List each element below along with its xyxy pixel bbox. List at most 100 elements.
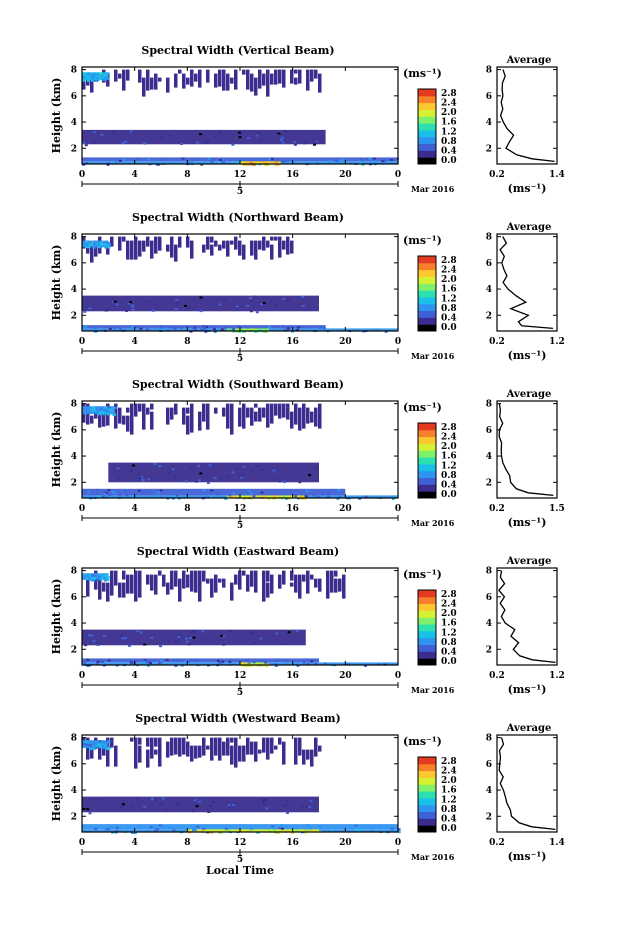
heatmap-cell xyxy=(222,77,226,91)
heatmap-cell xyxy=(283,130,287,133)
heatmap-cell xyxy=(88,812,92,815)
y-tick-label: 4 xyxy=(71,786,77,796)
heatmap-cell xyxy=(290,582,294,587)
heatmap-cell xyxy=(314,578,318,588)
heatmap-cell xyxy=(212,157,216,160)
heatmap-cell xyxy=(91,579,95,582)
heatmap-cell xyxy=(207,157,211,160)
colorbar-band xyxy=(418,283,436,291)
heatmap-cell xyxy=(94,578,98,583)
y-tick-label: 4 xyxy=(71,285,77,295)
heatmap-cell xyxy=(158,570,162,576)
heatmap-cell xyxy=(129,130,133,133)
heatmap-cell xyxy=(107,406,111,409)
colorbar-tick-label: 1.6 xyxy=(441,118,457,128)
heatmap-cell xyxy=(302,661,306,664)
profile-x-tick-label: 1.4 xyxy=(549,170,565,180)
heatmap-cell xyxy=(131,308,135,311)
heatmap-cell xyxy=(226,741,230,754)
heatmap-cell xyxy=(82,743,86,746)
heatmap-cell xyxy=(134,749,138,769)
heatmap-cell xyxy=(220,160,223,163)
heatmap-cell xyxy=(369,161,373,164)
heatmap-cell xyxy=(129,661,133,664)
heatmap-cell xyxy=(99,745,102,748)
heatmap-cell xyxy=(368,157,372,160)
heatmap-cell xyxy=(246,578,250,592)
heatmap-cell xyxy=(275,329,279,332)
heatmap-cell xyxy=(229,630,233,633)
heatmap-cell xyxy=(86,658,90,661)
heatmap-cell xyxy=(130,578,134,583)
heatmap-cell xyxy=(106,244,110,255)
heatmap-cell xyxy=(118,159,122,162)
heatmap-cell xyxy=(190,570,194,584)
heatmap-cell xyxy=(294,411,298,425)
x-tick-label: 4 xyxy=(132,838,138,848)
heatmap-cell xyxy=(266,582,270,598)
colorbar-tick-label: 2.0 xyxy=(441,609,457,619)
colorbar-band xyxy=(418,596,436,605)
heatmap-cell xyxy=(174,570,178,587)
heatmap-cell xyxy=(263,163,267,166)
heatmap-cell xyxy=(295,662,299,664)
heatmap-cell xyxy=(150,415,154,430)
heatmap-cell xyxy=(93,326,97,329)
heatmap-cell xyxy=(258,327,262,330)
heatmap-cell xyxy=(98,740,102,743)
heatmap-cell xyxy=(140,476,144,479)
profile-y-tick-label: 8 xyxy=(486,66,492,76)
heatmap-cell xyxy=(141,479,145,482)
heatmap-cell xyxy=(143,659,147,662)
heatmap-cell xyxy=(194,480,198,483)
heatmap-cell xyxy=(115,303,119,306)
heatmap-cell xyxy=(126,574,130,585)
heatmap-cell xyxy=(306,662,310,665)
heatmap-cell xyxy=(146,578,150,585)
heatmap-cell xyxy=(206,482,210,485)
heatmap-cell xyxy=(107,740,111,743)
heatmap-cell xyxy=(356,829,360,832)
heatmap-cell xyxy=(300,829,304,832)
heatmap-cell xyxy=(230,415,234,435)
colorbar-band xyxy=(418,423,436,431)
heatmap-cell xyxy=(105,308,109,311)
colorbar-band xyxy=(418,436,436,444)
heatmap-cell xyxy=(216,492,220,495)
heatmap-cell xyxy=(373,157,376,160)
panel-title: Spectral Width (Northward Beam) xyxy=(132,211,344,224)
heatmap-cell xyxy=(283,804,286,807)
profile-y-tick-label: 2 xyxy=(486,645,492,655)
heatmap-cell xyxy=(397,831,401,834)
heatmap-cell xyxy=(302,829,306,832)
heatmap-cell xyxy=(304,831,308,834)
heatmap-cell xyxy=(92,72,96,75)
heatmap-cell xyxy=(138,574,142,580)
heatmap-cell xyxy=(286,800,290,803)
heatmap-cell xyxy=(91,74,95,77)
heatmap-cell xyxy=(101,412,105,415)
heatmap-cell xyxy=(239,475,243,478)
heatmap-cell xyxy=(310,574,314,580)
heatmap-cell xyxy=(282,403,286,418)
heatmap-cell xyxy=(82,658,319,663)
heatmap-cell xyxy=(262,582,266,602)
heatmap-cell xyxy=(92,75,96,78)
colorbar-tick-label: 1.2 xyxy=(441,294,457,304)
heatmap-cell xyxy=(170,570,174,590)
heatmap-cell xyxy=(209,804,212,807)
heatmap-cell xyxy=(166,407,170,425)
heatmap-cell xyxy=(286,327,290,330)
heatmap-cell xyxy=(118,477,122,480)
heatmap-cell xyxy=(202,570,206,582)
heatmap-cell xyxy=(335,160,339,162)
heatmap-cell xyxy=(220,634,224,637)
colorbar-band xyxy=(418,310,436,318)
heatmap-cell xyxy=(249,162,253,165)
x-tick-label: 0 xyxy=(395,504,401,514)
heatmap-cell xyxy=(103,743,107,746)
heatmap-cell xyxy=(167,472,170,475)
heatmap-cell xyxy=(266,69,270,76)
date-day-label: 5 xyxy=(237,688,243,698)
heatmap-cell xyxy=(201,630,205,633)
